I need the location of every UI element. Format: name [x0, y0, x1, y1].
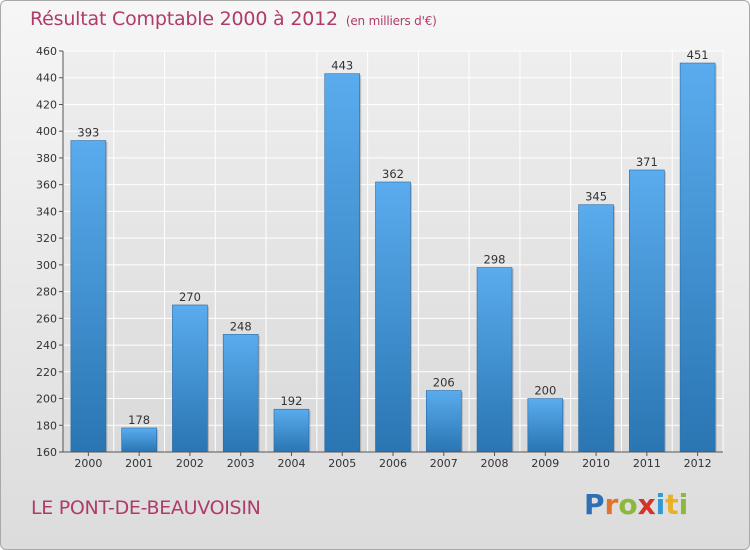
y-tick-label: 260 — [36, 312, 57, 325]
y-tick-label: 160 — [36, 446, 57, 459]
bar-value-label: 362 — [382, 167, 404, 181]
x-tick-label: 2009 — [531, 457, 559, 470]
x-tick-label: 2001 — [125, 457, 153, 470]
y-tick-label: 440 — [36, 72, 57, 85]
y-tick-label: 300 — [36, 259, 57, 272]
x-tick-label: 2006 — [379, 457, 407, 470]
bar-2008 — [476, 267, 513, 453]
bar-value-label: 345 — [585, 190, 607, 204]
bar-2001 — [121, 427, 157, 453]
y-tick-label: 220 — [36, 366, 57, 379]
logo-letter: i — [678, 488, 689, 521]
bar-2004 — [273, 408, 310, 453]
bar-chart: 393178270248192443362206298200345371451 … — [36, 45, 724, 470]
logo-letter: o — [618, 488, 638, 521]
axes: 160 180 200 220 240 260 280 300 320 340 360 380 400 4… — [36, 45, 723, 470]
bar-value-label: 393 — [77, 126, 99, 140]
x-tick-label: 2012 — [684, 457, 712, 470]
bar-value-label: 443 — [331, 59, 353, 73]
proxiti-logo: Proxiti — [584, 488, 688, 521]
logo-letter: t — [665, 488, 679, 521]
x-tick-label: 2010 — [582, 457, 610, 470]
y-tick-label: 320 — [36, 232, 57, 245]
bar-value-label: 371 — [636, 155, 658, 169]
chart-title-text: Résultat Comptable 2000 à 2012 — [30, 8, 338, 30]
bars: 393 178 270 248 192 443 362 206 298 200 345 371 451 — [70, 48, 717, 453]
bar-value-label: 248 — [230, 319, 252, 333]
bar-2007 — [425, 390, 462, 453]
bar-2011 — [629, 169, 665, 453]
logo-letter: P — [584, 488, 605, 521]
bar-2000 — [70, 140, 107, 453]
logo-letter: r — [604, 488, 619, 521]
x-tick-label: 2002 — [176, 457, 204, 470]
bar-value-label: 192 — [280, 394, 302, 408]
y-tick-label: 360 — [36, 179, 57, 192]
logo-letter: x — [637, 488, 656, 521]
y-tick-label: 400 — [36, 125, 57, 138]
x-tick-label: 2000 — [74, 457, 102, 470]
bar-value-label: 178 — [128, 413, 150, 427]
chart-title: Résultat Comptable 2000 à 2012 (en millie… — [30, 8, 437, 30]
commune-name: LE PONT-DE-BEAUVOISIN — [31, 497, 261, 519]
x-tick-label: 2005 — [328, 457, 356, 470]
y-tick-label: 340 — [36, 205, 57, 218]
bar-value-label: 206 — [433, 376, 455, 390]
x-tick-label: 2004 — [277, 457, 305, 470]
bar-value-label: 298 — [484, 253, 506, 267]
x-tick-label: 2008 — [481, 457, 509, 470]
bar-2003 — [222, 334, 259, 453]
logo-letter: i — [655, 488, 666, 521]
bar-2012 — [679, 62, 716, 453]
bar-2005 — [324, 73, 361, 453]
bar-2010 — [578, 204, 614, 453]
x-tick-label: 2003 — [227, 457, 255, 470]
x-tick-label: 2011 — [633, 457, 661, 470]
bar-value-label: 200 — [534, 384, 556, 398]
bar-value-label: 451 — [687, 48, 709, 62]
x-tick-label: 2007 — [430, 457, 458, 470]
y-tick-label: 380 — [36, 152, 57, 165]
bar-2006 — [375, 181, 411, 453]
y-tick-label: 200 — [36, 393, 57, 406]
y-tick-label: 240 — [36, 339, 57, 352]
bar-2009 — [527, 398, 564, 453]
y-tick-label: 180 — [36, 419, 57, 432]
y-tick-label: 280 — [36, 286, 57, 299]
y-tick-label: 460 — [36, 45, 57, 58]
bar-2002 — [172, 304, 208, 453]
y-tick-label: 420 — [36, 98, 57, 111]
bar-value-label: 270 — [179, 290, 201, 304]
chart-unit-label: (en milliers d'€) — [345, 14, 437, 28]
